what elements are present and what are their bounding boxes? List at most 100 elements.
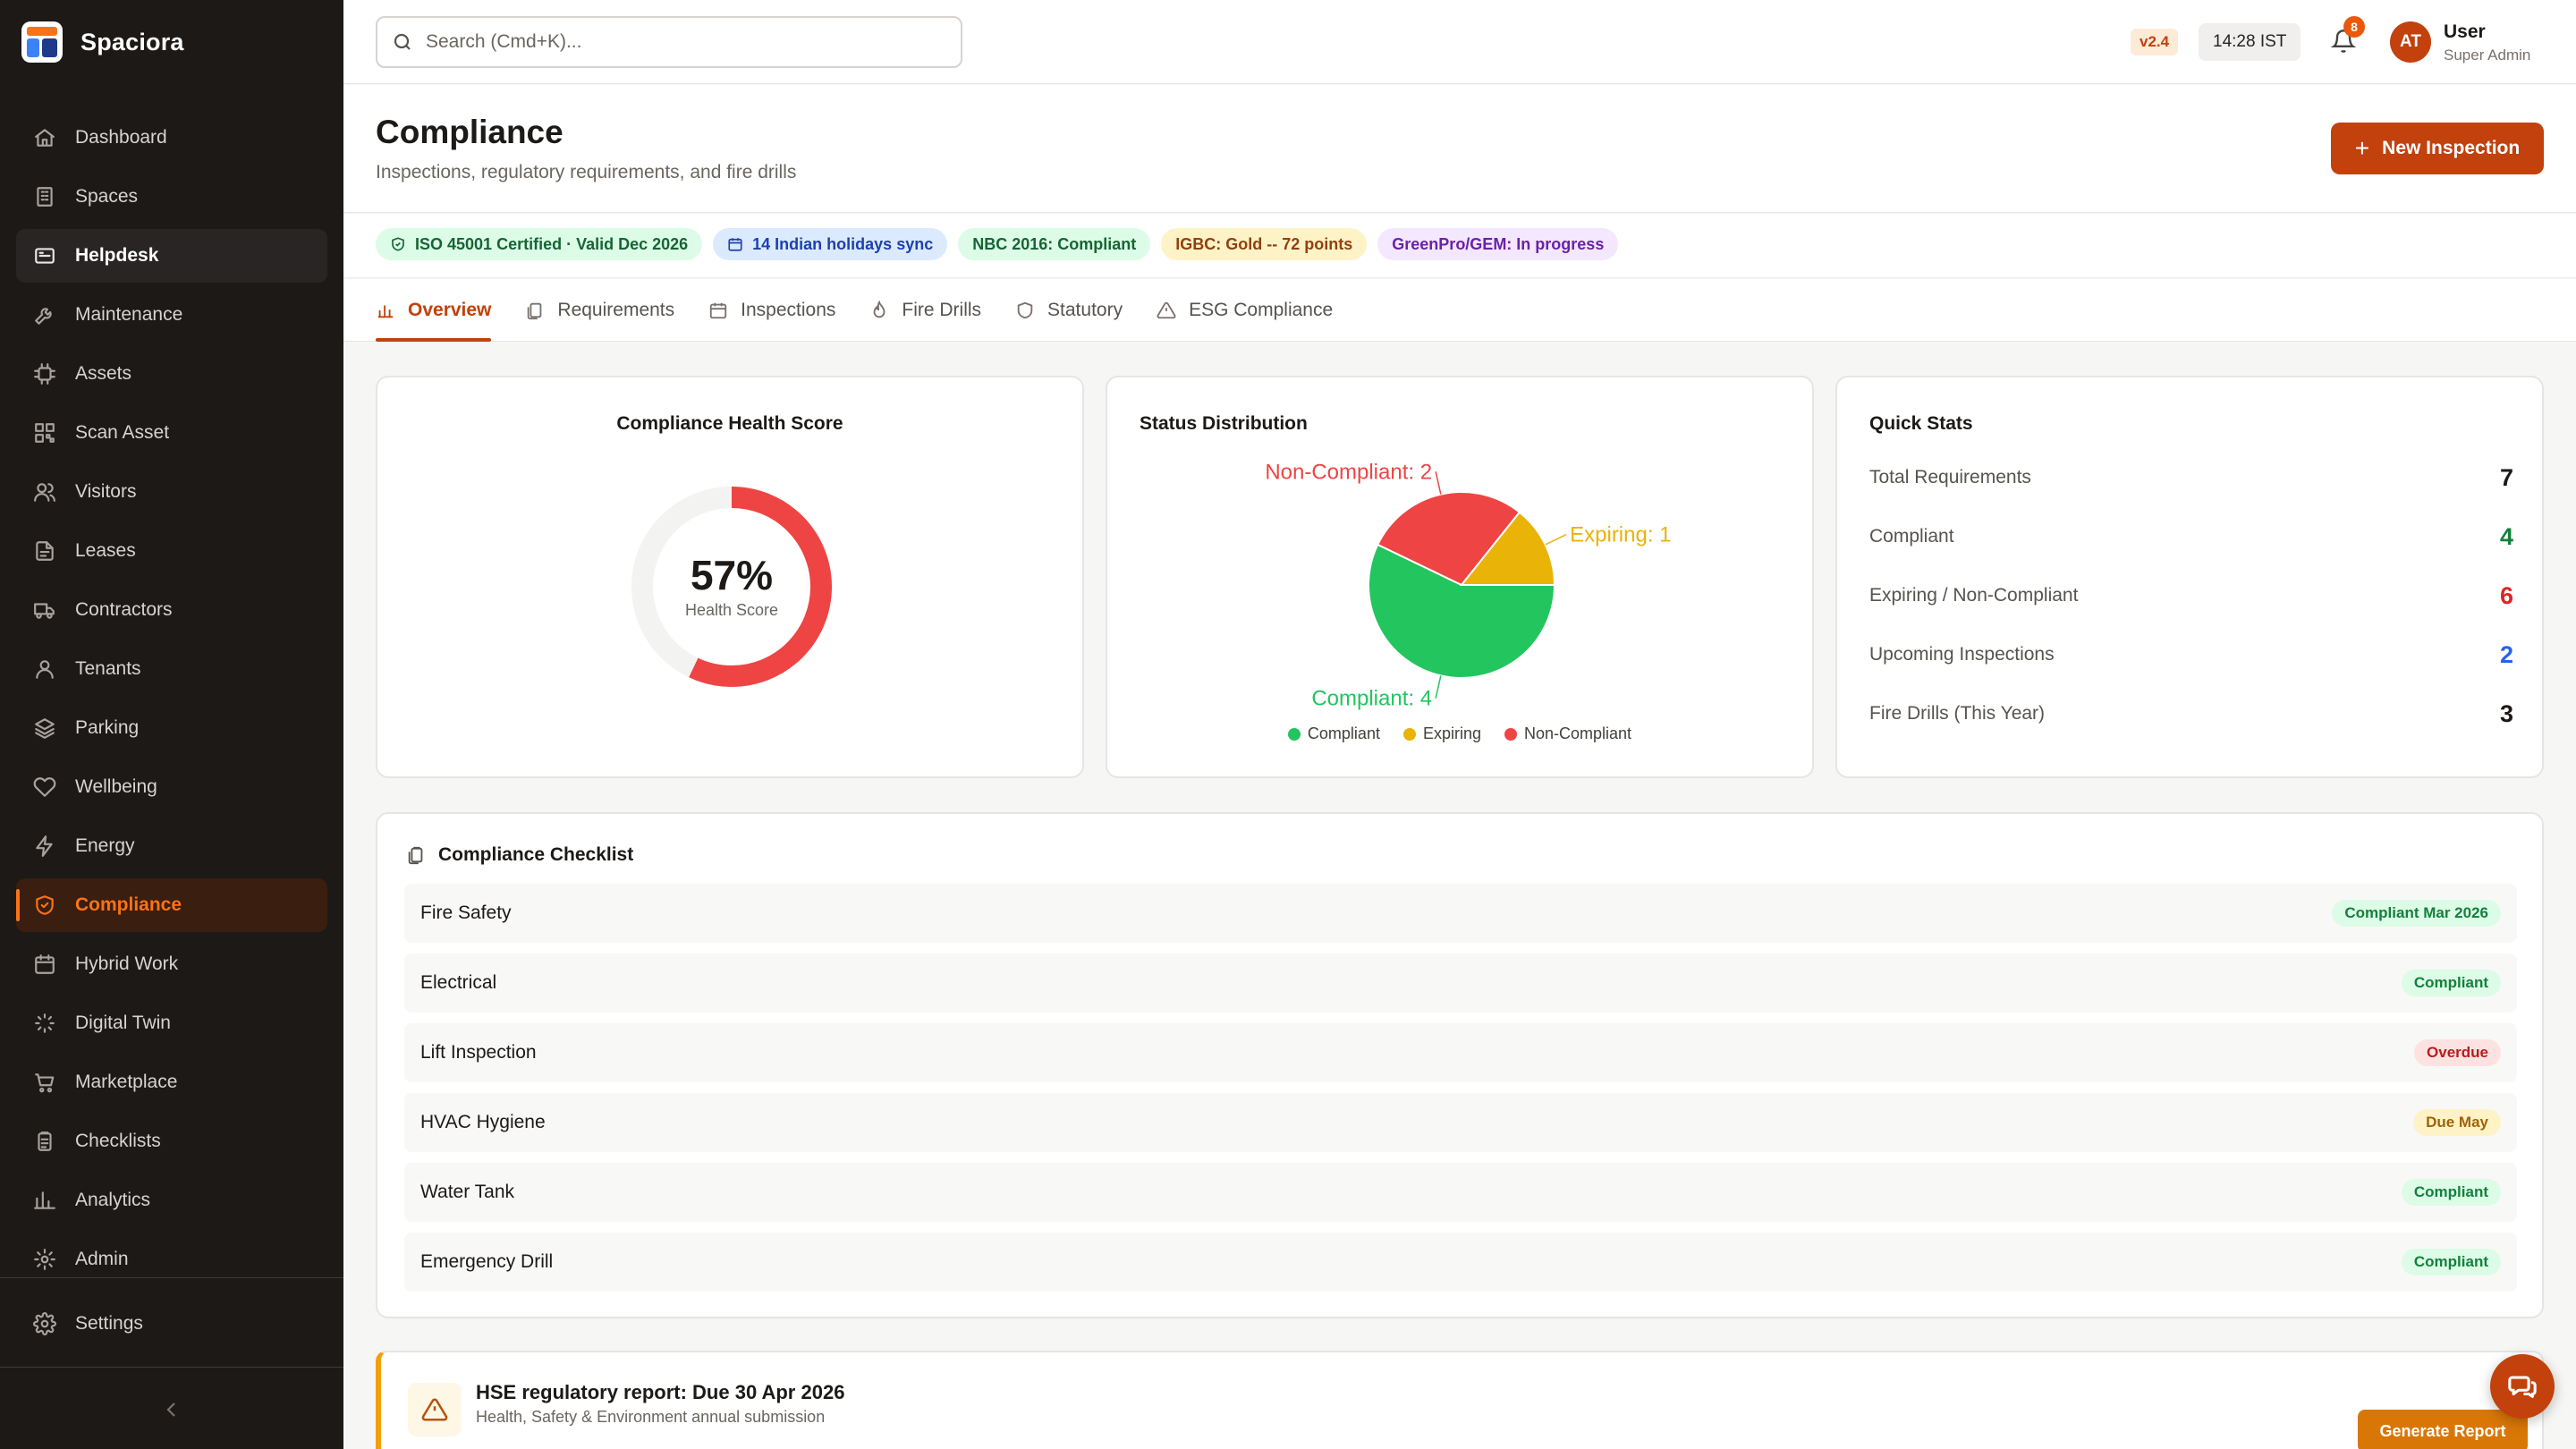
legend-swatch xyxy=(1504,727,1517,741)
sidebar-item-hybrid-work[interactable]: Hybrid Work xyxy=(16,937,327,991)
legend-label: Compliant xyxy=(1307,724,1380,742)
sidebar-item-label: Parking xyxy=(75,717,140,738)
tab-label: Statutory xyxy=(1047,300,1123,320)
quick-stats-title: Quick Stats xyxy=(1869,413,1973,434)
sidebar-item-energy[interactable]: Energy xyxy=(16,819,327,873)
legend-item[interactable]: Compliant xyxy=(1287,724,1380,743)
pie-slice-compliant[interactable] xyxy=(1368,543,1556,679)
gear-icon xyxy=(32,1311,57,1336)
sidebar-item-compliance[interactable]: Compliance xyxy=(16,878,327,932)
building-icon xyxy=(32,184,57,209)
stat-label: Fire Drills (This Year) xyxy=(1869,703,2046,724)
notification-count-badge: 8 xyxy=(2343,16,2365,38)
bar-chart-icon xyxy=(377,305,394,318)
calendar-icon xyxy=(709,302,727,319)
sidebar-item-label: Marketplace xyxy=(75,1072,178,1092)
sidebar-item-visitors[interactable]: Visitors xyxy=(16,465,327,519)
pie-slice-expiring[interactable] xyxy=(1459,511,1556,586)
chat-button[interactable] xyxy=(2490,1354,2555,1419)
heart-icon xyxy=(32,775,57,800)
truck-icon xyxy=(32,597,57,623)
plus-icon: + xyxy=(2354,134,2370,162)
stat-row: Upcoming Inspections 2 xyxy=(1869,637,2513,673)
sidebar-item-contractors[interactable]: Contractors xyxy=(16,583,327,637)
pie-label-line xyxy=(1435,675,1442,699)
tab-label: Fire Drills xyxy=(902,300,982,320)
sidebar-item-digital-twin[interactable]: Digital Twin xyxy=(16,996,327,1050)
sidebar-item-label: Analytics xyxy=(75,1190,151,1210)
sidebar-item-parking[interactable]: Parking xyxy=(16,701,327,755)
sidebar-item-analytics[interactable]: Analytics xyxy=(16,1174,327,1227)
warning-icon xyxy=(408,1383,462,1436)
sidebar-divider xyxy=(0,1277,343,1278)
cube-icon xyxy=(32,1011,57,1036)
checklist-row[interactable]: Electrical Compliant xyxy=(404,953,2517,1013)
file-icon xyxy=(32,538,57,564)
clipboard-icon xyxy=(528,302,542,320)
shield-icon xyxy=(1017,301,1033,319)
alert-title: HSE regulatory report: Due 30 Apr 2026 xyxy=(476,1381,845,1403)
search-box[interactable] xyxy=(376,16,962,68)
generate-report-button[interactable]: Generate Report xyxy=(2358,1410,2528,1449)
sidebar-item-label: Helpdesk xyxy=(75,245,159,266)
certification-badge: 14 Indian holidays sync xyxy=(713,228,948,260)
sidebar-item-label: Spaces xyxy=(75,186,139,207)
tab-esg-compliance[interactable]: ESG Compliance xyxy=(1157,279,1333,342)
alert-subtitle: Health, Safety & Environment annual subm… xyxy=(476,1408,826,1426)
pie-data-label: Expiring: 1 xyxy=(1570,523,1671,547)
avatar[interactable]: AT xyxy=(2390,21,2431,63)
sidebar-item-assets[interactable]: Assets xyxy=(16,347,327,401)
gauge-fill xyxy=(631,487,832,687)
legend-item[interactable]: Expiring xyxy=(1402,724,1481,743)
checklist-row[interactable]: Fire Safety Compliant Mar 2026 xyxy=(404,884,2517,943)
sidebar-item-spaces[interactable]: Spaces xyxy=(16,170,327,224)
home-icon xyxy=(32,125,57,150)
tab-requirements[interactable]: Requirements xyxy=(525,279,674,342)
topbar: v2.4 14:28 IST 8 AT User Super Admin xyxy=(343,0,2576,84)
brand[interactable]: Spaciora xyxy=(21,21,184,63)
pie-slice-non-compliant[interactable] xyxy=(1376,491,1521,587)
stat-row: Fire Drills (This Year) 3 xyxy=(1869,696,2513,732)
status-badge: Due May xyxy=(2413,1109,2501,1136)
checklist-row[interactable]: Emergency Drill Compliant xyxy=(404,1233,2517,1292)
sidebar-item-maintenance[interactable]: Maintenance xyxy=(16,288,327,342)
sidebar-item-wellbeing[interactable]: Wellbeing xyxy=(16,760,327,814)
sidebar-item-dashboard[interactable]: Dashboard xyxy=(16,111,327,165)
health-score-gauge xyxy=(631,487,832,687)
checklist-row[interactable]: Lift Inspection Overdue xyxy=(404,1023,2517,1082)
sidebar-item-leases[interactable]: Leases xyxy=(16,524,327,578)
health-score-card: Compliance Health Score 57% Health Score xyxy=(376,376,1084,778)
checklist-row[interactable]: HVAC Hygiene Due May xyxy=(404,1093,2517,1152)
legend-swatch xyxy=(1402,727,1416,741)
user-name[interactable]: User xyxy=(2444,21,2486,42)
collapse-sidebar-button[interactable] xyxy=(157,1395,186,1424)
page-subtitle: Inspections, regulatory requirements, an… xyxy=(376,162,797,182)
sidebar-item-admin[interactable]: Admin xyxy=(16,1233,327,1286)
tab-overview[interactable]: Overview xyxy=(376,279,492,342)
tab-fire-drills[interactable]: Fire Drills xyxy=(869,279,981,342)
sidebar-item-label: Tenants xyxy=(75,658,141,679)
sidebar-item-marketplace[interactable]: Marketplace xyxy=(16,1055,327,1109)
checklist-item-name: HVAC Hygiene xyxy=(420,1112,546,1132)
shield-icon xyxy=(32,893,57,918)
search-input[interactable] xyxy=(426,31,927,53)
sidebar-item-checklists[interactable]: Checklists xyxy=(16,1114,327,1168)
stat-label: Total Requirements xyxy=(1869,467,2031,487)
tab-inspections[interactable]: Inspections xyxy=(708,279,835,342)
sidebar-item-scan-asset[interactable]: Scan Asset xyxy=(16,406,327,460)
sidebar-item-settings[interactable]: Settings xyxy=(16,1297,327,1351)
stat-value: 3 xyxy=(2499,699,2513,727)
checklist-item-name: Fire Safety xyxy=(420,902,512,923)
sidebar-item-helpdesk[interactable]: Helpdesk xyxy=(16,229,327,283)
certification-badge: IGBC: Gold -- 72 points xyxy=(1161,228,1368,260)
checklist-row[interactable]: Water Tank Compliant xyxy=(404,1163,2517,1222)
sidebar-item-label: Assets xyxy=(75,363,132,384)
legend-item[interactable]: Non-Compliant xyxy=(1504,724,1631,743)
tab-statutory[interactable]: Statutory xyxy=(1015,279,1123,342)
sidebar-item-tenants[interactable]: Tenants xyxy=(16,642,327,696)
chip-icon xyxy=(32,361,57,386)
new-inspection-button[interactable]: + New Inspection xyxy=(2331,123,2544,174)
status-badge: Compliant Mar 2026 xyxy=(2332,900,2501,927)
pie-label-line xyxy=(1435,471,1442,495)
compliance-checklist-card: Compliance Checklist Fire Safety Complian… xyxy=(376,812,2544,1318)
